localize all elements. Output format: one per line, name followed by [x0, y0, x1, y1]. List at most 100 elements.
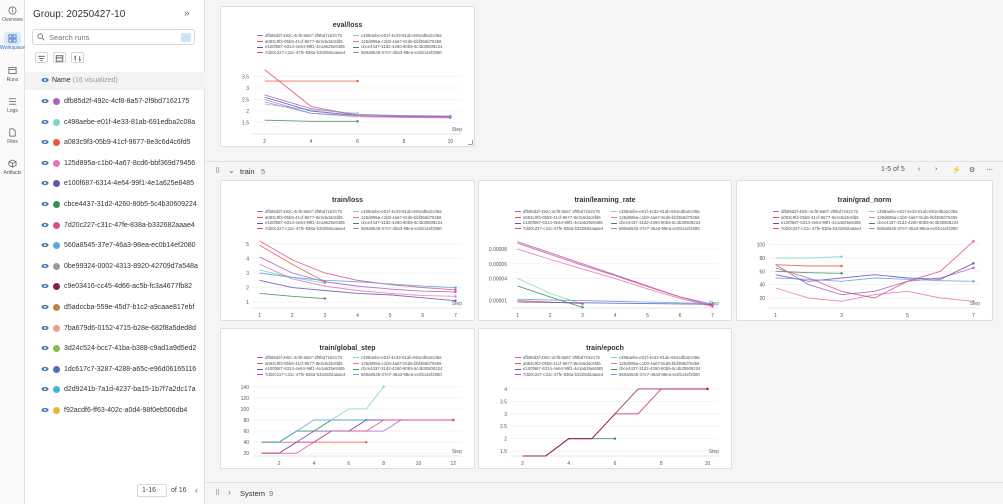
legend-item[interactable]: 125d895a-c1b0-4a67-8cd6-bbf369d79456	[353, 215, 442, 220]
eye-icon[interactable]	[41, 139, 49, 145]
legend-item[interactable]: 560a8545-37e7-46a3-98ea-ec0b14ef2080	[611, 372, 700, 377]
eye-icon[interactable]	[41, 407, 49, 413]
filter-button[interactable]	[35, 52, 48, 63]
legend-item[interactable]: 7d20c227-c31c-47fe-838a-b332682aaae4	[515, 372, 603, 377]
eye-icon[interactable]	[41, 160, 49, 166]
legend-item[interactable]: cbce4437-31d2-4260-80b5-5c4b30609224	[353, 366, 442, 371]
prev-page-icon[interactable]: ‹	[195, 485, 198, 495]
legend-item[interactable]: e100f687-6314-4e64-99f1-4e1a625e8485	[773, 220, 861, 225]
nav-logs[interactable]: Logs	[0, 95, 25, 114]
legend-item[interactable]: cbce4437-31d2-4260-80b5-5c4b30609224	[611, 220, 700, 225]
legend-item[interactable]: dfb85d2f-492c-4cf8-8a57-2f9bd7162175	[773, 209, 858, 214]
legend-item[interactable]: cbce4437-31d2-4260-80b5-5c4b30609224	[611, 366, 700, 371]
legend-item[interactable]: e100f687-6314-4e64-99f1-4e1a625e8485	[515, 220, 603, 225]
legend-item[interactable]: 560a8545-37e7-46a3-98ea-ec0b14ef2080	[353, 50, 442, 55]
run-color-dot[interactable]	[53, 242, 60, 250]
legend-item[interactable]: 560a8545-37e7-46a3-98ea-ec0b14ef2080	[353, 226, 442, 231]
magic-wand-icon[interactable]: ⚡	[952, 167, 961, 174]
panel-train-epoch[interactable]: train/epoch dfb85d2f-492c-4cf8-8a57-2f9b…	[478, 328, 732, 469]
legend-item[interactable]: a083c9f3-05b9-41cf-9677-8e3c6d4c6fd5	[257, 39, 343, 44]
legend-item[interactable]: 7d20c227-c31c-47fe-838a-b332682aaae4	[773, 226, 861, 231]
legend-item[interactable]: dfb85d2f-492c-4cf8-8a57-2f9bd7162175	[515, 209, 600, 214]
legend-item[interactable]: 125d895a-c1b0-4a67-8cd6-bbf369d79456	[353, 361, 442, 366]
legend-item[interactable]: 125d895a-c1b0-4a67-8cd6-bbf369d79456	[611, 215, 700, 220]
run-row[interactable]: 125d895a-c1b0-4a67-8cd6-bbf369d79456	[25, 154, 205, 174]
eye-icon[interactable]	[41, 201, 49, 207]
run-color-dot[interactable]	[53, 221, 60, 229]
search-input[interactable]	[49, 32, 169, 42]
name-column-header[interactable]: Name	[52, 77, 71, 84]
run-color-dot[interactable]	[53, 324, 60, 332]
legend-item[interactable]: c498aebe-e01f-4e33-81ab-691edba2c08a	[353, 33, 442, 38]
legend-item[interactable]: c498aebe-e01f-4e33-81ab-691edba2c08a	[353, 209, 442, 214]
legend-item[interactable]: cbce4437-31d2-4260-80b5-5c4b30609224	[353, 44, 442, 49]
drag-handle-icon[interactable]: ⠿	[215, 490, 221, 497]
run-row[interactable]: e100f687-6314-4e64-99f1-4e1a625e8485	[25, 174, 205, 194]
eye-icon[interactable]	[41, 222, 49, 228]
run-row[interactable]: d5adccba-559e-45d7-b1c2-a9caae817ebf	[25, 298, 205, 318]
legend-item[interactable]: e100f687-6314-4e64-99f1-4e1a625e8485	[257, 220, 345, 225]
legend-item[interactable]: e100f687-6314-4e64-99f1-4e1a625e8485	[515, 366, 603, 371]
run-row[interactable]: 1dc617c7-3287-4288-a65c-e96d06165116	[25, 360, 205, 380]
run-color-dot[interactable]	[53, 262, 60, 270]
nav-runs[interactable]: Runs	[0, 64, 25, 83]
legend-item[interactable]: c498aebe-e01f-4e33-81ab-691edba2c08a	[611, 209, 700, 214]
legend-item[interactable]: dfb85d2f-492c-4cf8-8a57-2f9bd7162175	[515, 355, 600, 360]
run-color-dot[interactable]	[53, 159, 60, 167]
eye-icon[interactable]	[41, 77, 49, 83]
panel-train-learning-rate[interactable]: train/learning_rate dfb85d2f-492c-4cf8-8…	[478, 180, 732, 321]
legend-item[interactable]: 7d20c227-c31c-47fe-838a-b332682aaae4	[257, 372, 345, 377]
eye-icon[interactable]	[41, 180, 49, 186]
more-icon[interactable]: ⋯	[986, 167, 993, 174]
nav-overview[interactable]: Overview	[0, 4, 25, 23]
panel-train-loss[interactable]: train/loss dfb85d2f-492c-4cf8-8a57-2f9bd…	[220, 180, 475, 321]
chevron-right-icon[interactable]: ›	[228, 488, 231, 497]
prev-page-icon[interactable]: ‹	[918, 166, 921, 173]
legend-item[interactable]: 560a8545-37e7-46a3-98ea-ec0b14ef2080	[353, 372, 442, 377]
run-row[interactable]: dfb85d2f-492c-4cf8-8a57-2f9bd7162175	[25, 92, 205, 112]
run-row[interactable]: 0be99324-0002-4313-8920-42709d7a548a	[25, 257, 205, 277]
legend-item[interactable]: dfb85d2f-492c-4cf8-8a57-2f9bd7162175	[257, 209, 342, 214]
run-color-dot[interactable]	[53, 386, 60, 394]
legend-item[interactable]: 125d895a-c1b0-4a67-8cd6-bbf369d79456	[869, 215, 958, 220]
eye-icon[interactable]	[41, 263, 49, 269]
section-system-header[interactable]: ⠿ › System 9	[205, 482, 1003, 504]
run-row[interactable]: 3d24c524-bcc7-41ba-b388-c9ad1a9d5ed2	[25, 339, 205, 359]
run-color-dot[interactable]	[53, 118, 60, 126]
run-color-dot[interactable]	[53, 201, 60, 208]
legend-item[interactable]: cbce4437-31d2-4260-80b5-5c4b30609224	[353, 220, 442, 225]
nav-workspace[interactable]: Workspace	[0, 32, 25, 51]
legend-item[interactable]: a083c9f3-05b9-41cf-9677-8e3c6d4c6fd5	[257, 215, 343, 220]
resize-handle[interactable]	[468, 140, 473, 145]
run-color-dot[interactable]	[53, 180, 60, 188]
legend-item[interactable]: dfb85d2f-492c-4cf8-8a57-2f9bd7162175	[257, 355, 342, 360]
eye-icon[interactable]	[41, 325, 49, 331]
nav-files[interactable]: Files	[0, 126, 25, 145]
next-page-icon[interactable]: ›	[935, 166, 938, 173]
run-row[interactable]: d2d9241b-7a1d-4237-ba15-1b7f7a2dc17a	[25, 380, 205, 400]
eye-icon[interactable]	[41, 386, 49, 392]
eye-icon[interactable]	[41, 366, 49, 372]
eye-icon[interactable]	[41, 345, 49, 351]
gear-icon[interactable]: ⚙	[969, 167, 976, 174]
run-row[interactable]: 7ba679d6-0152-4715-b28e-682f8a5ded8d	[25, 319, 205, 339]
run-row[interactable]: c9e03416-cc45-4d66-ac5b-fc3a4677fb82	[25, 277, 205, 297]
legend-item[interactable]: a083c9f3-05b9-41cf-9677-8e3c6d4c6fd5	[515, 215, 601, 220]
legend-item[interactable]: 7d20c227-c31c-47fe-838a-b332682aaae4	[515, 226, 603, 231]
run-row[interactable]: 7d20c227-c31c-47fe-838a-b332682aaae4	[25, 216, 205, 236]
collapse-sidebar-button[interactable]: »	[184, 8, 190, 19]
panel-train-grad-norm[interactable]: train/grad_norm dfb85d2f-492c-4cf8-8a57-…	[736, 180, 993, 321]
run-color-dot[interactable]	[53, 283, 60, 291]
regex-toggle[interactable]	[181, 33, 191, 42]
columns-button[interactable]	[53, 52, 66, 63]
run-color-dot[interactable]	[53, 304, 60, 311]
run-color-dot[interactable]	[53, 365, 60, 373]
eye-icon[interactable]	[41, 98, 49, 104]
run-color-dot[interactable]	[53, 139, 60, 147]
legend-item[interactable]: cbce4437-31d2-4260-80b5-5c4b30609224	[869, 220, 958, 225]
eye-icon[interactable]	[41, 119, 49, 125]
legend-item[interactable]: c498aebe-e01f-4e33-81ab-691edba2c08a	[611, 355, 700, 360]
legend-item[interactable]: 125d895a-c1b0-4a67-8cd6-bbf369d79456	[611, 361, 700, 366]
legend-item[interactable]: e100f687-6314-4e64-99f1-4e1a625e8485	[257, 366, 345, 371]
panel-train-global-step[interactable]: train/global_step dfb85d2f-492c-4cf8-8a5…	[220, 328, 475, 469]
